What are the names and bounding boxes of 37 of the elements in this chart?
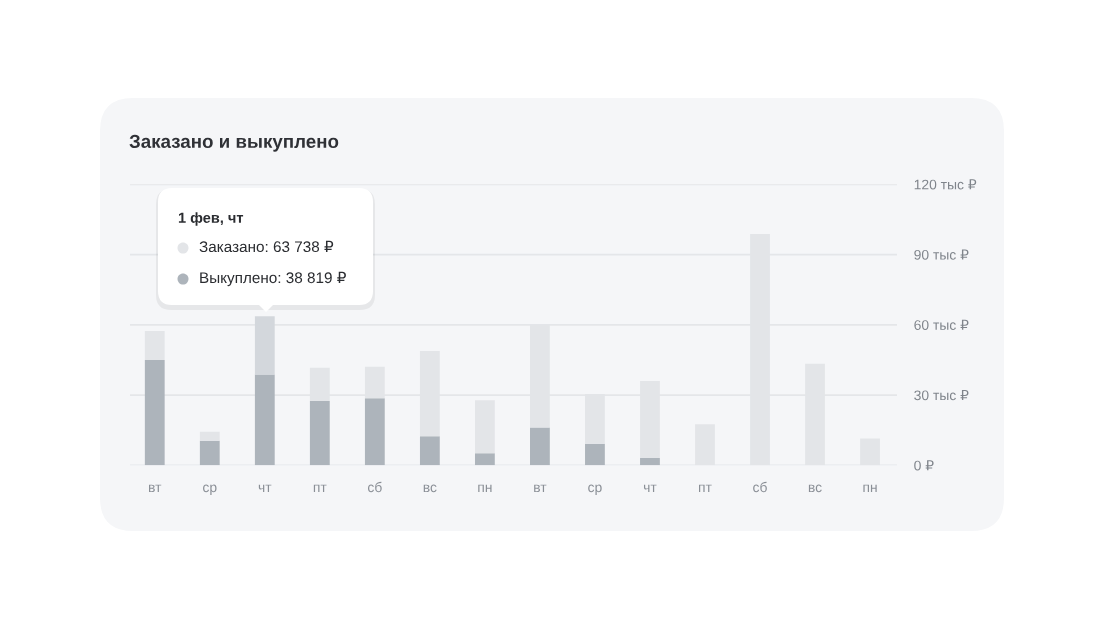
bar bbox=[199, 431, 220, 441]
x-tick-label: вт bbox=[534, 484, 547, 493]
bar bbox=[199, 440, 220, 466]
bar bbox=[309, 400, 330, 466]
bar bbox=[254, 316, 275, 375]
annotation: 1 фев, чт bbox=[178, 212, 244, 226]
x-tick-label: чт bbox=[643, 484, 657, 493]
bar bbox=[254, 374, 275, 466]
x-tick-label: сб bbox=[367, 481, 382, 493]
bar bbox=[530, 427, 550, 466]
x-tick-label: ср bbox=[588, 484, 602, 495]
x-tick-label: вт bbox=[149, 484, 162, 493]
bar bbox=[474, 453, 495, 466]
y-tick-label: 60 тыс ₽ bbox=[914, 319, 969, 330]
annotation: Выкуплено: 38 819 ₽ bbox=[200, 271, 346, 287]
x-tick-label: пн bbox=[478, 484, 492, 493]
y-tick-label: 120 тыс ₽ bbox=[914, 179, 977, 190]
x-tick-label: пт bbox=[699, 484, 712, 493]
bar bbox=[144, 359, 165, 466]
chart-title: Заказано и выкуплено bbox=[129, 134, 339, 152]
x-tick-label: вс bbox=[423, 484, 437, 493]
x-tick-label: пт bbox=[313, 484, 327, 493]
bar bbox=[640, 458, 660, 466]
bar bbox=[364, 398, 385, 466]
y-tick-label: 0 ₽ bbox=[914, 460, 934, 471]
annotation: Заказано: 63 738 ₽ bbox=[199, 240, 334, 253]
bar bbox=[419, 436, 440, 466]
x-tick-label: сб bbox=[753, 481, 767, 493]
x-tick-label: вс bbox=[808, 484, 822, 493]
y-tick-label: 30 тыс ₽ bbox=[914, 389, 969, 401]
x-tick-label: ср bbox=[203, 484, 217, 495]
y-tick-label: 90 тыс ₽ bbox=[914, 249, 969, 260]
bar bbox=[585, 443, 605, 466]
x-tick-label: чт bbox=[258, 484, 272, 493]
bar bbox=[474, 400, 495, 454]
bar bbox=[144, 331, 165, 360]
x-tick-label: пн bbox=[863, 484, 877, 493]
